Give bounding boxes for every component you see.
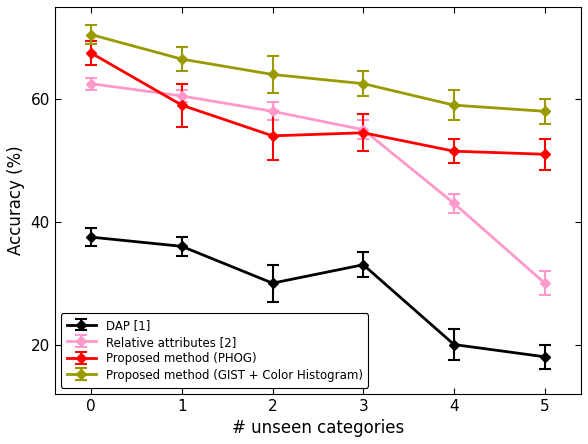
X-axis label: # unseen categories: # unseen categories <box>232 419 404 437</box>
Legend: DAP [1], Relative attributes [2], Proposed method (PHOG), Proposed method (GIST : DAP [1], Relative attributes [2], Propos… <box>61 313 369 388</box>
Y-axis label: Accuracy (%): Accuracy (%) <box>7 146 25 255</box>
